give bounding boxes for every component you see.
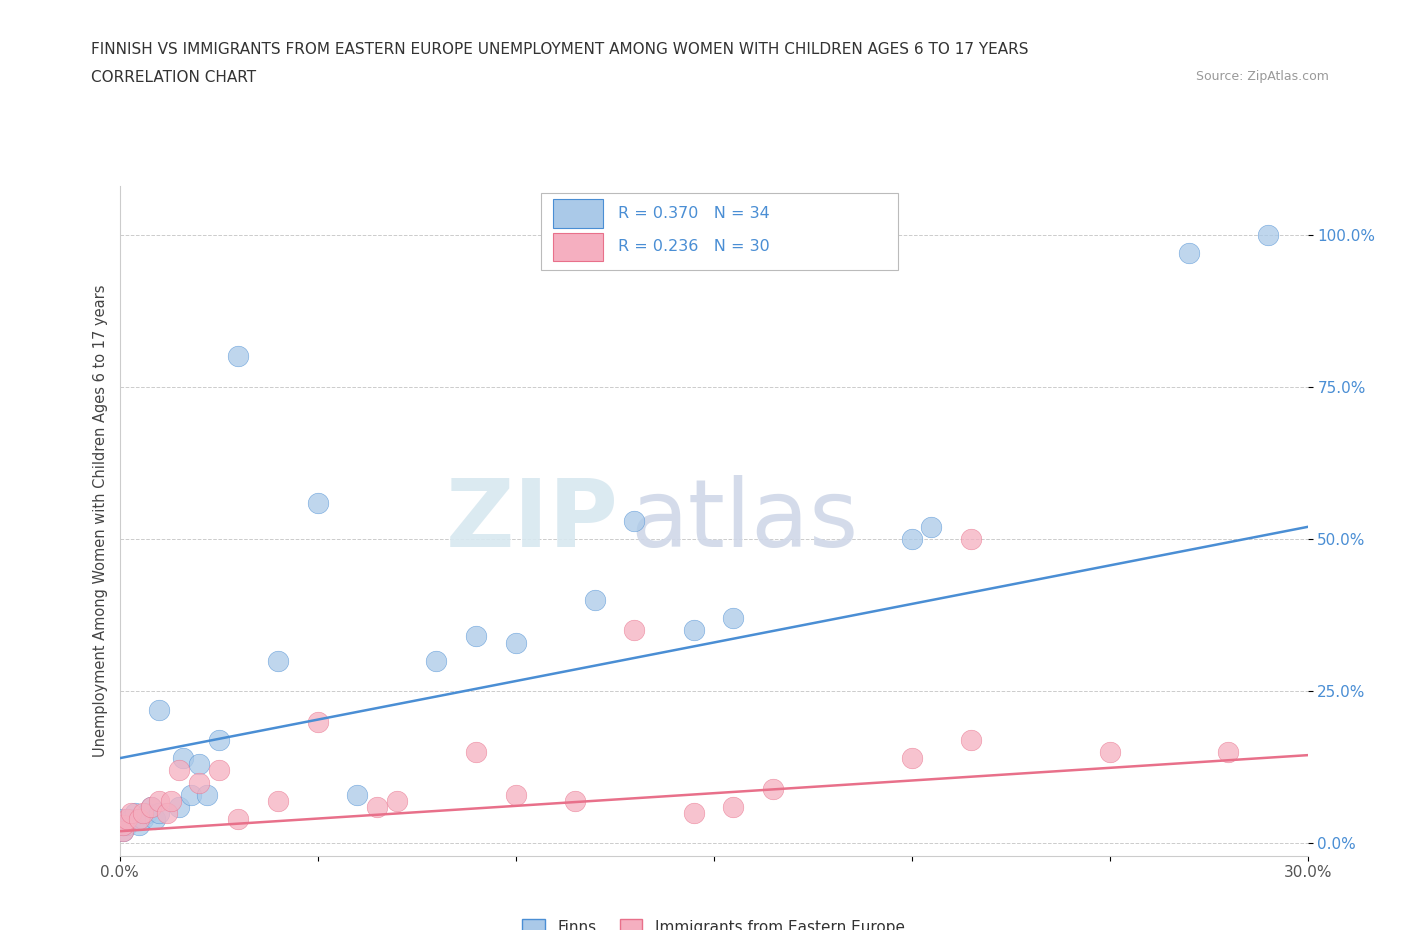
Point <box>385 793 408 808</box>
Point <box>505 788 527 803</box>
Point <box>464 745 488 760</box>
Point <box>187 775 209 790</box>
Point <box>228 349 250 364</box>
Point <box>141 800 163 815</box>
Point <box>132 805 155 820</box>
Point <box>148 702 170 717</box>
Point <box>346 788 368 803</box>
Point <box>124 805 146 820</box>
Text: Source: ZipAtlas.com: Source: ZipAtlas.com <box>1195 70 1329 83</box>
Point <box>228 812 250 827</box>
Text: atlas: atlas <box>630 475 859 566</box>
Point <box>117 812 139 827</box>
Point <box>128 812 150 827</box>
Point <box>307 495 329 510</box>
Text: FINNISH VS IMMIGRANTS FROM EASTERN EUROPE UNEMPLOYMENT AMONG WOMEN WITH CHILDREN: FINNISH VS IMMIGRANTS FROM EASTERN EUROP… <box>91 42 1029 57</box>
Point <box>160 793 183 808</box>
Point <box>120 805 142 820</box>
Point <box>505 635 527 650</box>
Point <box>762 781 785 796</box>
Point <box>143 812 166 827</box>
Point <box>112 824 135 839</box>
Point <box>207 733 229 748</box>
Point <box>117 817 139 832</box>
Point <box>464 629 488 644</box>
Point <box>172 751 194 765</box>
Y-axis label: Unemployment Among Women with Children Ages 6 to 17 years: Unemployment Among Women with Children A… <box>93 285 108 757</box>
Point <box>136 805 159 820</box>
Point <box>132 812 155 827</box>
Point <box>564 793 586 808</box>
FancyBboxPatch shape <box>553 199 603 228</box>
Text: CORRELATION CHART: CORRELATION CHART <box>91 70 256 85</box>
Point <box>723 800 745 815</box>
Point <box>156 805 179 820</box>
FancyBboxPatch shape <box>541 193 897 270</box>
Point <box>1178 246 1201 260</box>
Point <box>180 788 202 803</box>
Point <box>960 733 983 748</box>
Point <box>682 805 704 820</box>
Point <box>167 800 190 815</box>
Point <box>723 611 745 626</box>
Point <box>682 623 704 638</box>
Text: R = 0.236   N = 30: R = 0.236 N = 30 <box>619 239 770 255</box>
Point <box>900 751 922 765</box>
Point <box>1098 745 1121 760</box>
Point <box>207 763 229 777</box>
Point <box>583 592 606 607</box>
Text: R = 0.370   N = 34: R = 0.370 N = 34 <box>619 206 770 221</box>
Point <box>960 532 983 547</box>
Point <box>195 788 218 803</box>
Point <box>141 800 163 815</box>
Point <box>267 793 290 808</box>
Point <box>425 654 447 669</box>
Point <box>900 532 922 547</box>
Point <box>112 817 135 832</box>
Point <box>1218 745 1240 760</box>
Point <box>112 812 135 827</box>
Point <box>307 714 329 729</box>
Legend: Finns, Immigrants from Eastern Europe: Finns, Immigrants from Eastern Europe <box>523 919 904 930</box>
Point <box>1257 227 1279 242</box>
Point <box>167 763 190 777</box>
Point <box>187 757 209 772</box>
Point <box>623 623 645 638</box>
FancyBboxPatch shape <box>553 232 603 261</box>
Point <box>267 654 290 669</box>
Text: ZIP: ZIP <box>446 475 619 566</box>
Point <box>128 817 150 832</box>
Point <box>623 513 645 528</box>
Point <box>112 817 135 832</box>
Point <box>120 812 142 827</box>
Point <box>112 824 135 839</box>
Point <box>148 805 170 820</box>
Point <box>366 800 388 815</box>
Point <box>920 520 942 535</box>
Point <box>148 793 170 808</box>
